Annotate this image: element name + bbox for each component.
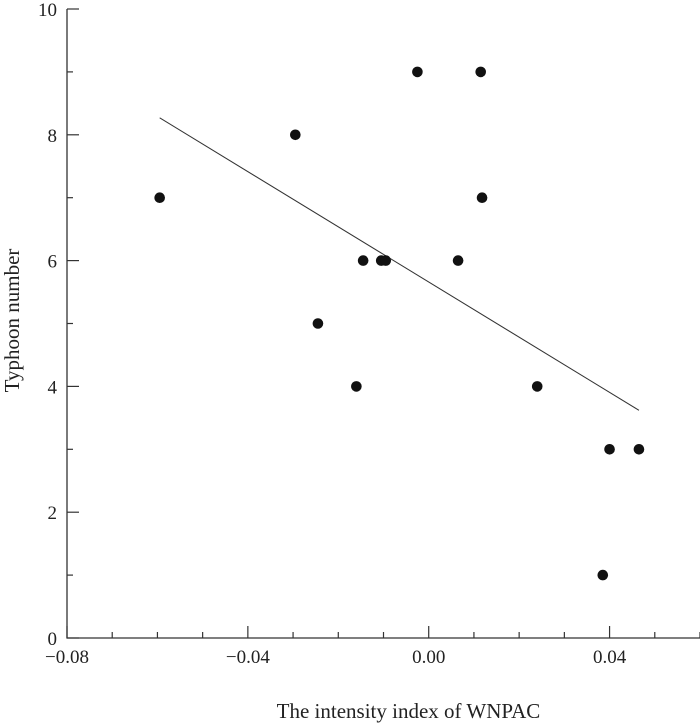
data-point bbox=[604, 444, 615, 455]
data-point bbox=[290, 129, 301, 141]
x-tick-label: 0.00 bbox=[412, 647, 445, 668]
data-point bbox=[380, 255, 392, 266]
trend-line bbox=[159, 117, 640, 411]
data-point bbox=[412, 66, 423, 78]
y-tick-label: 0 bbox=[48, 629, 58, 650]
tick-labels-layer: −0.08 −0.04 0.00 0.04 0 2 4 6 8 10 bbox=[38, 0, 627, 668]
y-tick-label: 4 bbox=[48, 377, 58, 398]
plot-axes bbox=[66, 9, 700, 639]
x-tick-label: 0.04 bbox=[593, 647, 627, 668]
x-axis-title: The intensity index of WNPAC bbox=[277, 699, 541, 723]
data-point bbox=[475, 66, 487, 78]
x-tick-label: −0.04 bbox=[226, 647, 270, 668]
data-point bbox=[357, 255, 369, 266]
data-point bbox=[351, 381, 362, 392]
data-point bbox=[452, 255, 464, 266]
y-tick-label: 10 bbox=[38, 0, 57, 21]
data-point bbox=[312, 318, 324, 329]
data-point bbox=[154, 192, 165, 203]
x-tick-label: −0.08 bbox=[45, 647, 89, 668]
data-point bbox=[597, 569, 609, 581]
ticks-layer bbox=[66, 8, 700, 639]
data-point bbox=[476, 192, 488, 203]
y-tick-label: 6 bbox=[48, 252, 58, 273]
y-tick-label: 8 bbox=[48, 126, 58, 147]
y-tick-label: 2 bbox=[48, 503, 58, 524]
y-axis-title: Typhoon number bbox=[0, 249, 24, 393]
data-point bbox=[633, 444, 645, 455]
data-point bbox=[531, 381, 543, 392]
points-layer bbox=[154, 66, 645, 581]
